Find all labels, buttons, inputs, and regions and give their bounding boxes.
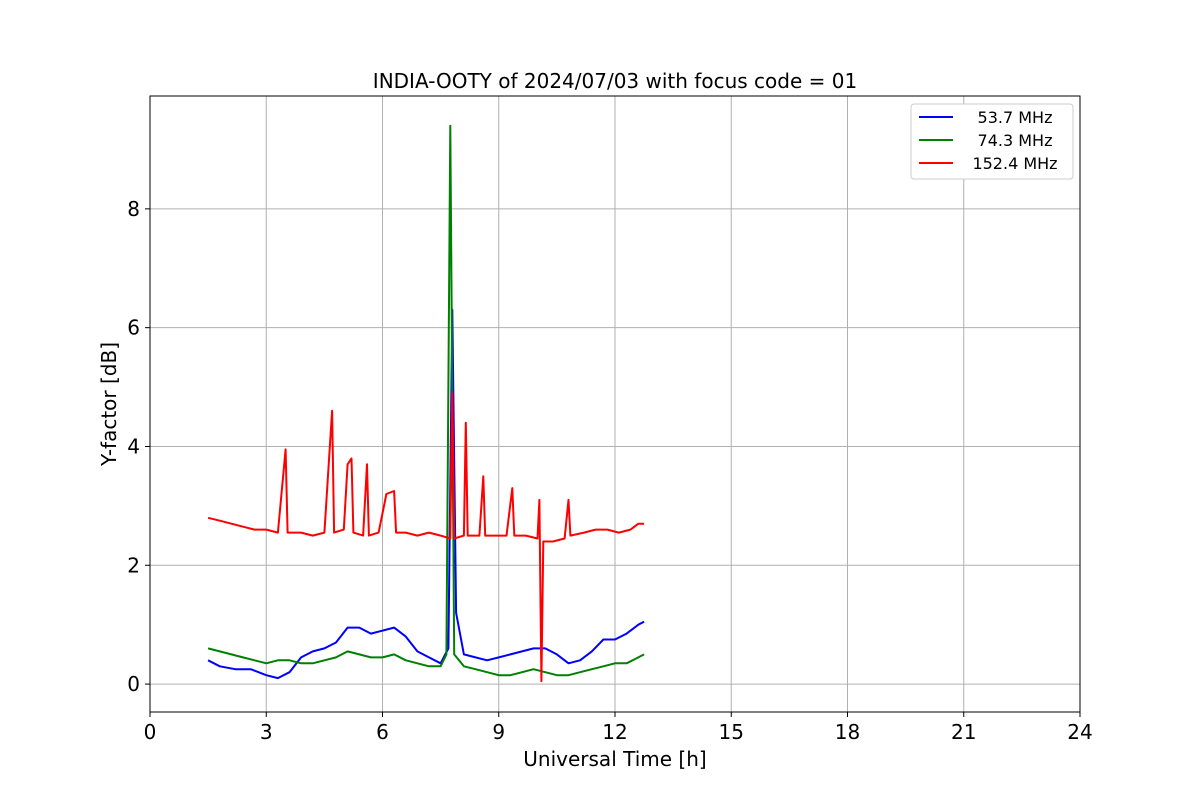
chart-title: INDIA-OOTY of 2024/07/03 with focus code… xyxy=(373,69,857,93)
series-line xyxy=(207,124,645,677)
x-tick-label: 12 xyxy=(602,720,627,744)
legend-label: 74.3 MHz xyxy=(978,131,1053,150)
y-tick-label: 4 xyxy=(127,434,140,458)
series-group xyxy=(207,124,645,683)
x-tick-label: 18 xyxy=(835,720,860,744)
legend: 53.7 MHz 74.3 MHz 152.4 MHz xyxy=(910,103,1074,180)
x-tick-label: 15 xyxy=(719,720,744,744)
x-tick-label: 6 xyxy=(376,720,389,744)
legend-label: 152.4 MHz xyxy=(972,154,1057,173)
y-tick-label: 6 xyxy=(127,316,140,340)
y-tick-label: 8 xyxy=(127,197,140,221)
legend-box xyxy=(910,103,1074,180)
x-tick-label: 0 xyxy=(144,720,157,744)
series-line xyxy=(207,308,645,680)
x-tick-label: 9 xyxy=(492,720,505,744)
legend-label: 53.7 MHz xyxy=(978,108,1053,127)
x-tick-label: 24 xyxy=(1067,720,1092,744)
y-tick-label: 2 xyxy=(127,553,140,577)
x-tick-label: 21 xyxy=(951,720,976,744)
y-tick-label: 0 xyxy=(127,672,140,696)
series-line xyxy=(207,392,645,683)
x-axis-label: Universal Time [h] xyxy=(523,747,706,771)
y-axis-label: Y-factor [dB] xyxy=(97,342,121,467)
x-tick-label: 3 xyxy=(260,720,273,744)
